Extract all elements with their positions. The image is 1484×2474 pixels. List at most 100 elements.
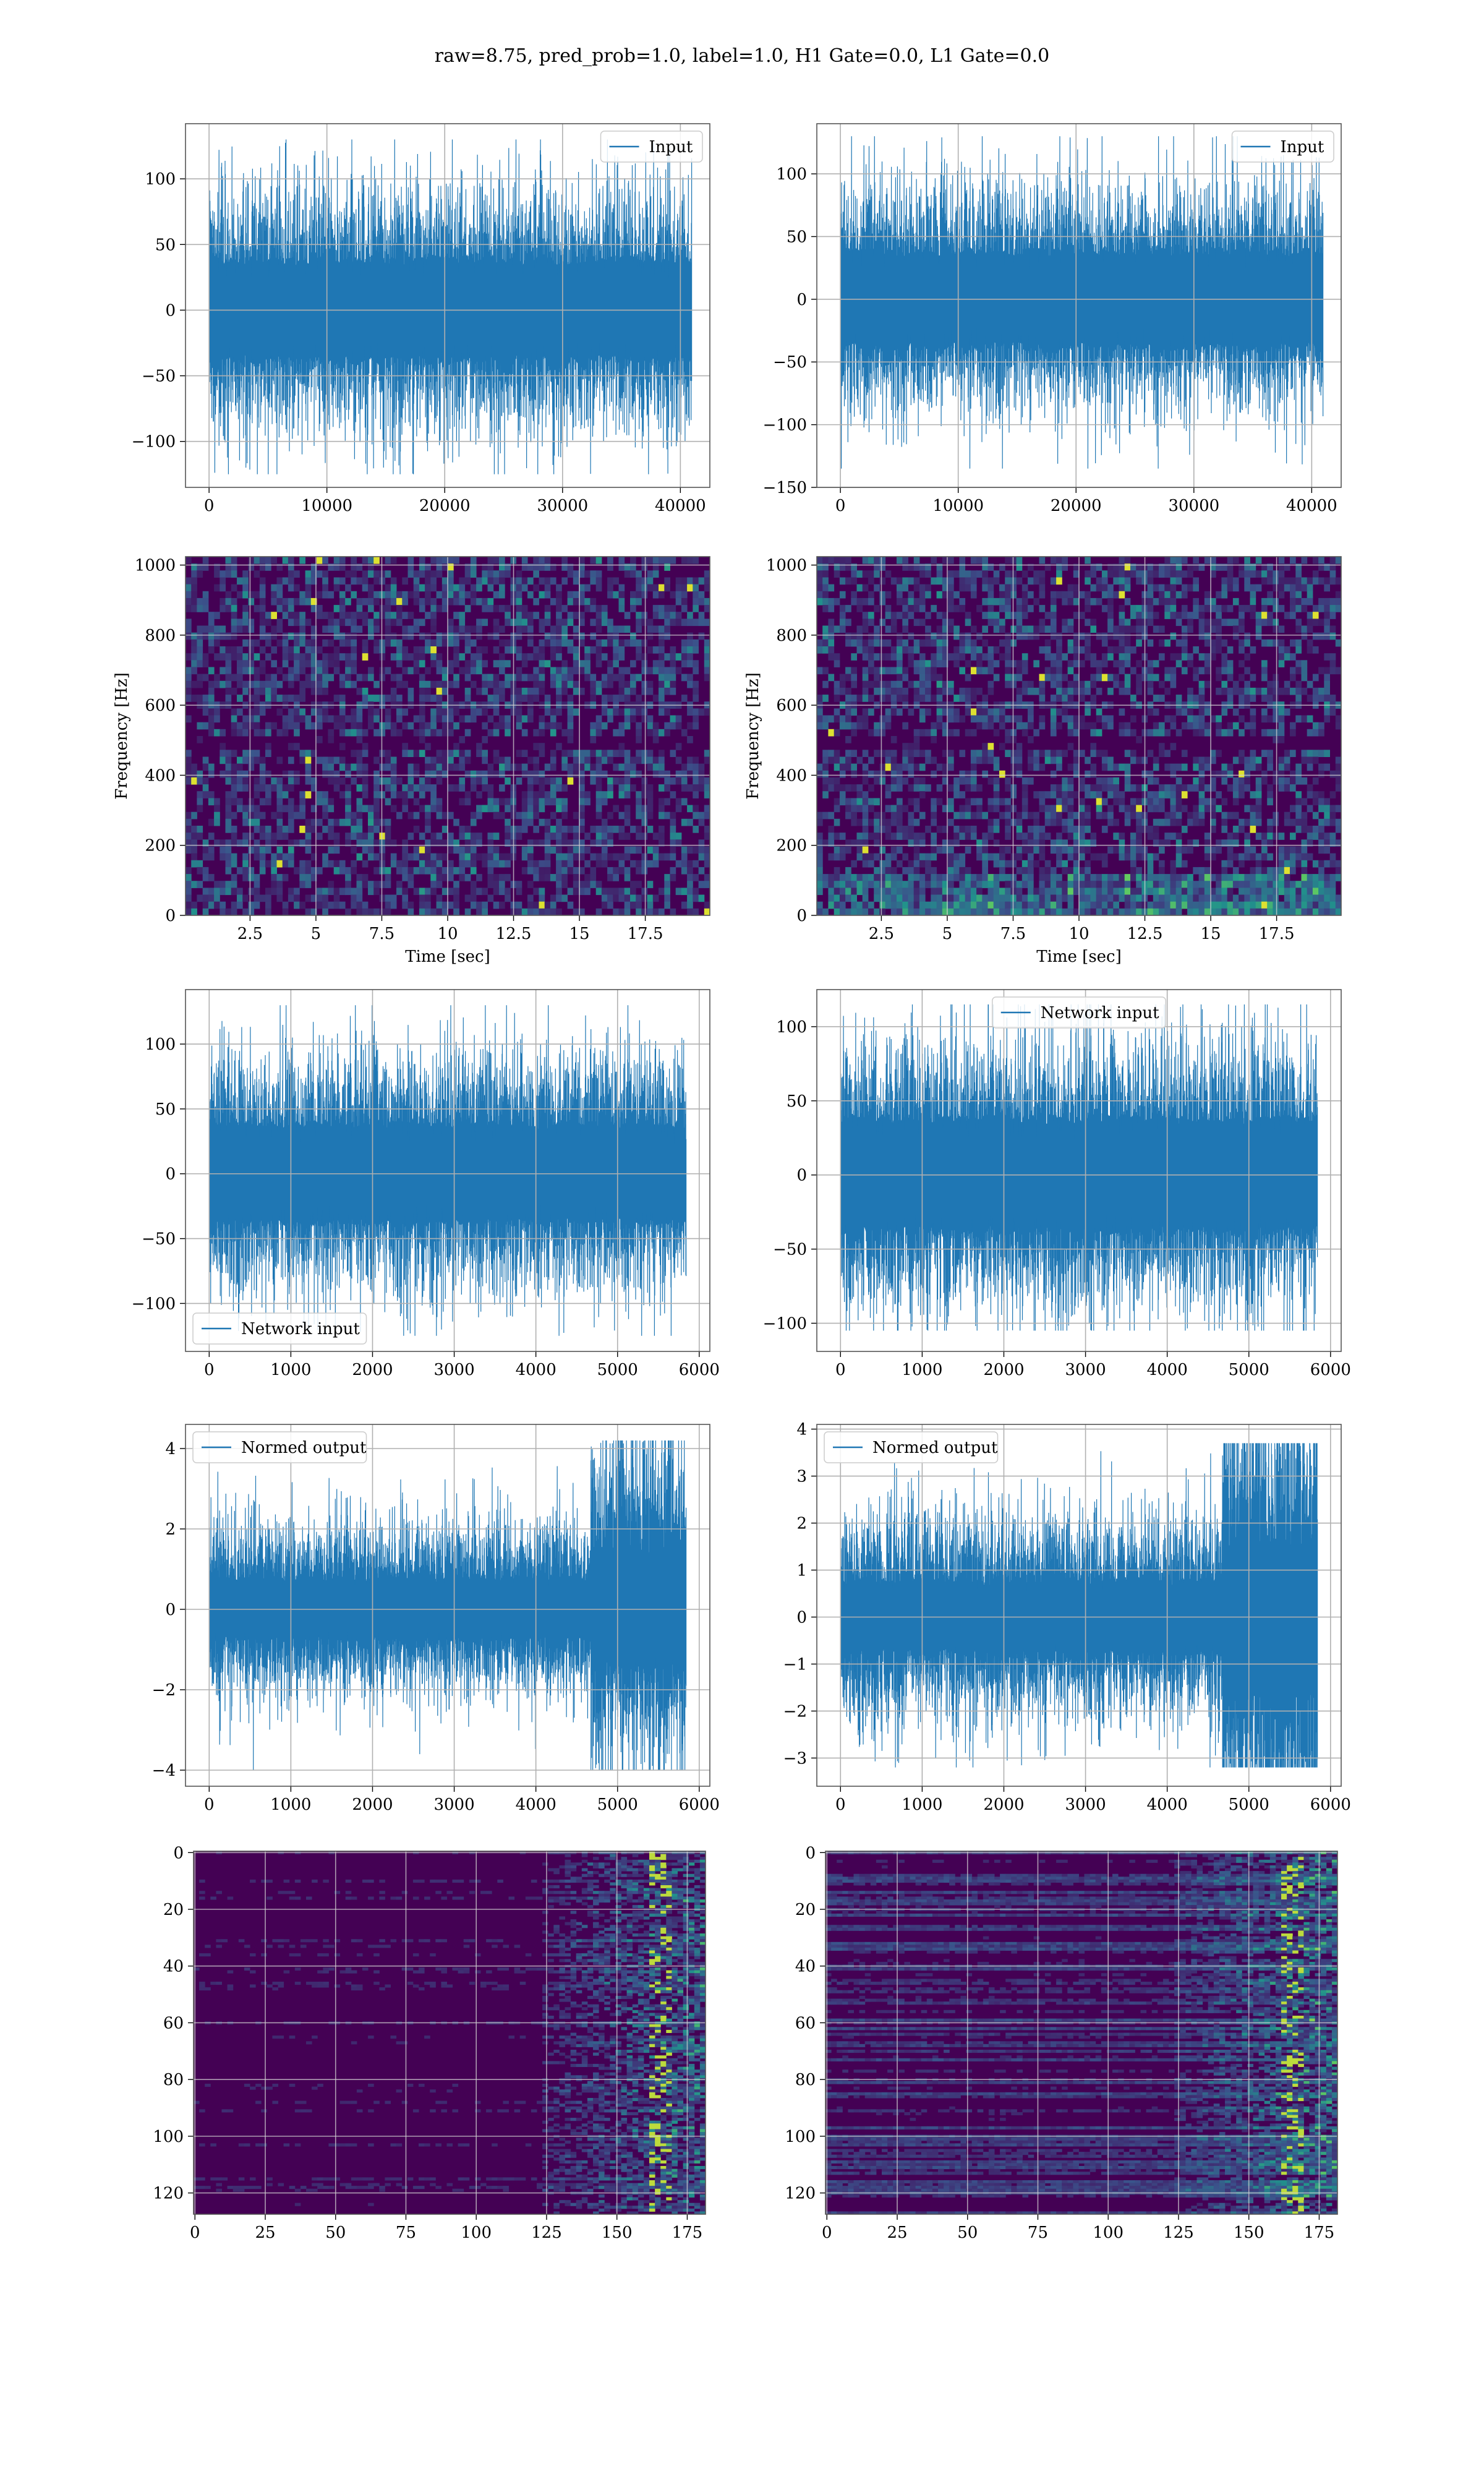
- x-tick-label: 2000: [983, 1361, 1024, 1379]
- y-tick-label: 100: [153, 2128, 184, 2146]
- x-tick-label: 12.5: [1127, 925, 1163, 943]
- x-tick-label: 12.5: [496, 925, 532, 943]
- x-tick-label: 10000: [932, 497, 984, 515]
- y-tick-label: −100: [132, 433, 176, 452]
- x-tick-label: 5000: [1229, 1361, 1269, 1379]
- series-line-l1-input: [840, 136, 1324, 469]
- legend-label: Normed output: [872, 1439, 998, 1457]
- axes-frame: [185, 556, 710, 916]
- x-tick-label: 0: [835, 497, 846, 515]
- x-tick-label: 2000: [352, 1361, 393, 1379]
- x-tick-label: 3000: [433, 1796, 474, 1814]
- x-tick-label: 30000: [1168, 497, 1219, 515]
- y-tick-label: 0: [165, 301, 176, 320]
- x-tick-label: 0: [822, 2224, 832, 2242]
- x-tick-label: 1000: [902, 1361, 942, 1379]
- y-tick-label: 1000: [135, 557, 176, 575]
- y-tick-label: −1: [783, 1655, 807, 1674]
- y-tick-label: 120: [785, 2185, 816, 2203]
- x-tick-label: 15: [569, 925, 590, 943]
- y-tick-label: 800: [776, 627, 807, 645]
- legend: Network input: [992, 996, 1166, 1029]
- axes-frame: [816, 556, 1342, 916]
- y-tick-label: 1: [796, 1562, 807, 1580]
- x-tick-label: 20000: [419, 497, 471, 515]
- x-tick-label: 1000: [270, 1796, 311, 1814]
- x-tick-label: 15: [1201, 925, 1221, 943]
- legend-label: Input: [1281, 138, 1324, 156]
- y-tick-label: −50: [773, 353, 807, 372]
- legend: Input: [1231, 131, 1334, 163]
- y-tick-label: 0: [805, 1844, 816, 1862]
- y-tick-label: 400: [145, 766, 176, 785]
- x-tick-label: 0: [204, 497, 215, 515]
- x-axis-label: Time [sec]: [405, 948, 490, 966]
- axes-frame: [185, 989, 710, 1352]
- x-tick-label: 20000: [1051, 497, 1102, 515]
- y-tick-label: 3: [796, 1468, 807, 1486]
- x-tick-label: 50: [325, 2224, 346, 2242]
- x-tick-label: 125: [1163, 2224, 1194, 2242]
- legend: Normed output: [824, 1431, 999, 1463]
- plot-area: [825, 1851, 1337, 2214]
- chart-panel-h1-spectrogram: 2.5 5 7.5 10 12.5 15 17.5 0 200 400 600 800 1000 Time…: [113, 556, 710, 966]
- y-tick-label: 0: [165, 907, 176, 925]
- series-line-l1-network-input: [840, 1004, 1318, 1331]
- chart-panel-h1-feature-map: 0 25 50 75 100 125 150 175 0 20 40 60 80 100 120: [153, 1844, 706, 2242]
- y-tick-label: 100: [785, 2128, 816, 2146]
- legend-box: [824, 1431, 999, 1463]
- legend-label: Normed output: [241, 1439, 367, 1457]
- figure-title: raw=8.75, pred_prob=1.0, label=1.0, H1 G…: [435, 45, 1050, 67]
- x-tick-label: 5: [311, 925, 322, 943]
- y-tick-label: 400: [776, 766, 807, 785]
- x-tick-label: 150: [1234, 2224, 1264, 2242]
- y-tick-label: 0: [165, 1601, 176, 1619]
- axes-frame: [816, 1424, 1342, 1787]
- y-tick-label: 80: [163, 2071, 184, 2089]
- x-tick-label: 75: [396, 2224, 416, 2242]
- x-tick-label: 1000: [902, 1796, 942, 1814]
- x-tick-label: 10: [437, 925, 458, 943]
- y-tick-label: 50: [155, 1100, 176, 1119]
- chart-panel-l1-normed-output: 0 1000 2000 3000 4000 5000 6000 −3 −2 −1 0 1 2 3 4 Norm…: [783, 1421, 1351, 1814]
- x-tick-label: 6000: [1310, 1796, 1351, 1814]
- y-tick-label: −100: [763, 1314, 807, 1333]
- legend-label: Network input: [1041, 1004, 1159, 1022]
- legend-box: [1231, 131, 1334, 163]
- x-tick-label: 100: [461, 2224, 492, 2242]
- x-tick-label: 25: [255, 2224, 275, 2242]
- x-tick-label: 2000: [983, 1796, 1024, 1814]
- y-tick-label: −50: [142, 1230, 176, 1249]
- y-tick-label: 600: [145, 696, 176, 715]
- x-tick-label: 150: [602, 2224, 633, 2242]
- legend-box: [192, 1431, 367, 1463]
- x-tick-label: 1000: [270, 1361, 311, 1379]
- series-line-h1-normed-output: [208, 1440, 687, 1771]
- x-tick-label: 40000: [1286, 497, 1337, 515]
- y-tick-label: −3: [783, 1749, 807, 1768]
- x-tick-label: 175: [672, 2224, 703, 2242]
- x-tick-label: 0: [190, 2224, 200, 2242]
- x-tick-label: 50: [957, 2224, 978, 2242]
- y-tick-label: 60: [163, 2014, 184, 2032]
- series-line-l1-normed-output: [840, 1443, 1318, 1768]
- y-tick-label: 4: [796, 1421, 807, 1439]
- y-tick-label: 60: [795, 2014, 816, 2032]
- x-tick-label: 0: [204, 1361, 215, 1379]
- x-tick-label: 6000: [679, 1361, 720, 1379]
- y-tick-label: 20: [795, 1901, 816, 1919]
- x-tick-label: 4000: [516, 1361, 556, 1379]
- legend: Network input: [192, 1312, 367, 1345]
- y-axis-label: Frequency [Hz]: [744, 672, 762, 800]
- y-tick-label: 200: [776, 837, 807, 855]
- y-axis-label: Frequency [Hz]: [113, 672, 131, 800]
- y-tick-label: 800: [145, 627, 176, 645]
- x-tick-label: 6000: [1310, 1361, 1351, 1379]
- x-tick-label: 2.5: [869, 925, 894, 943]
- x-tick-label: 100: [1093, 2224, 1124, 2242]
- y-tick-label: 600: [776, 696, 807, 715]
- chart-panel-h1-input: 0 10000 20000 30000 40000 −100 −50 0 50 100 Input: [132, 123, 710, 515]
- series-line-h1-input: [208, 139, 693, 474]
- legend-label: Input: [649, 138, 693, 156]
